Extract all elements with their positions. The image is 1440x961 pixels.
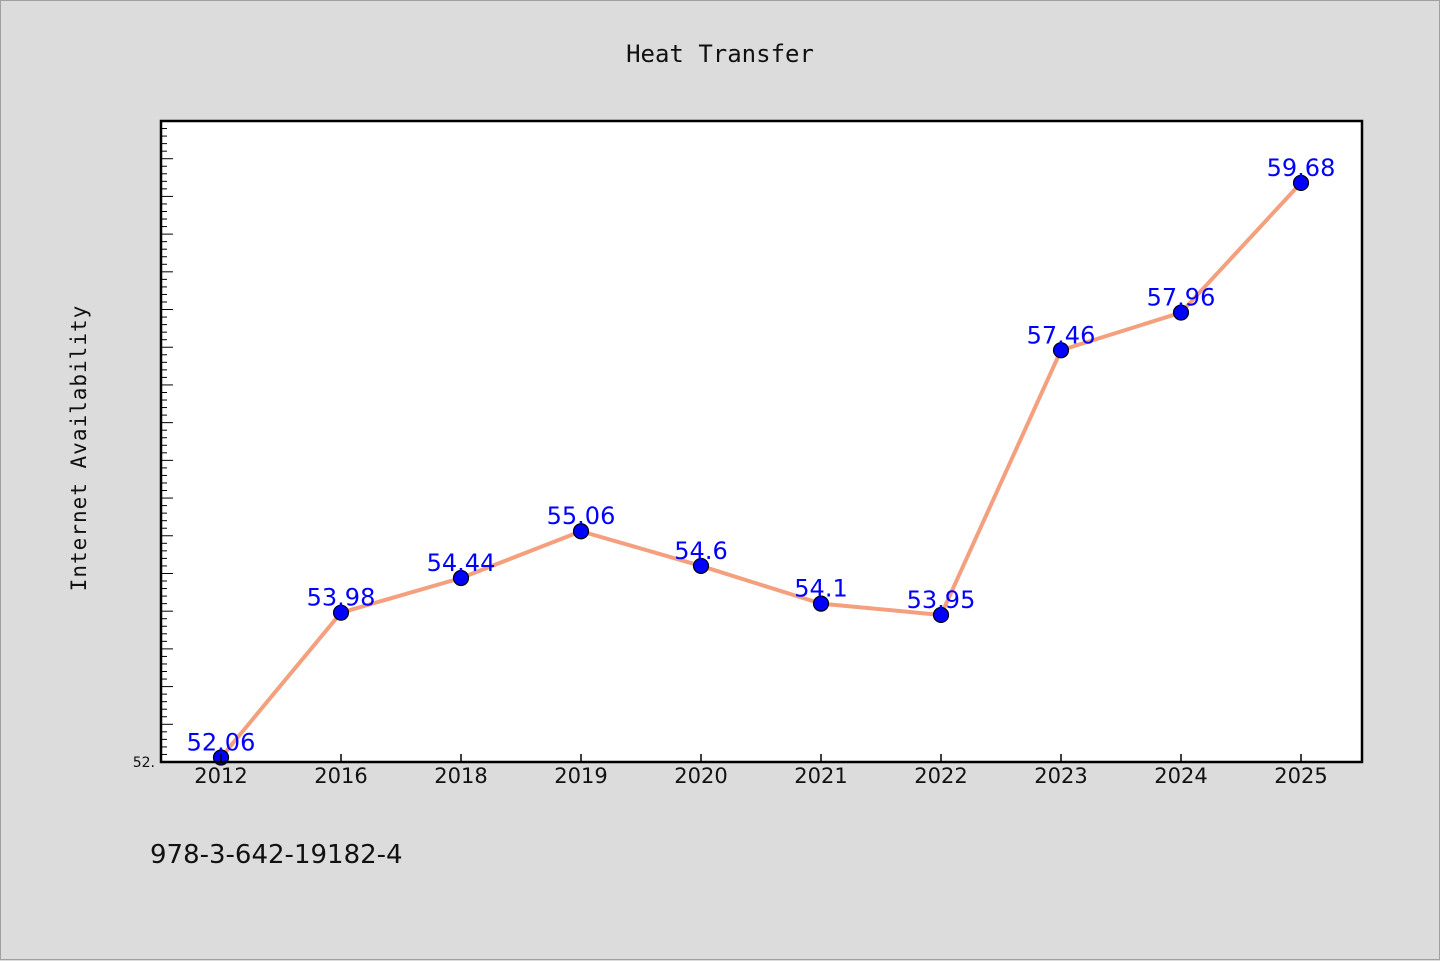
data-label: 52.06	[187, 728, 256, 756]
x-tick-label: 2020	[674, 764, 727, 788]
series-line	[219, 180, 1303, 760]
x-tick-label: 2022	[914, 764, 967, 788]
data-label: 53.95	[907, 586, 976, 614]
data-point	[1052, 342, 1070, 359]
data-label: 54.44	[427, 549, 496, 577]
data-label: 55.06	[547, 502, 616, 530]
data-label: 54.6	[674, 537, 727, 565]
x-tick-label: 2012	[194, 764, 247, 788]
data-point	[332, 604, 350, 621]
data-markers	[212, 174, 1310, 766]
data-point	[1172, 304, 1190, 321]
data-label: 59.68	[1267, 154, 1336, 182]
plot-area	[161, 121, 1362, 762]
data-label: 54.1	[794, 575, 847, 603]
data-label: 53.98	[307, 584, 376, 612]
x-axis-tick-labels: 2012 2016 2018 2019 2020 2021 2022 2023 2024 2025	[194, 764, 1327, 788]
x-tick-label: 2018	[434, 764, 487, 788]
data-point	[572, 523, 590, 540]
chart-title: Heat Transfer	[626, 40, 814, 68]
x-tick-label: 2023	[1034, 764, 1087, 788]
x-tick-label: 2016	[314, 764, 367, 788]
data-label: 57.46	[1027, 321, 1096, 349]
data-labels: 52.06 53.98 54.44 55.06 54.6 54.1 53.95 57.46 57…	[187, 154, 1336, 757]
isbn-code: 978-3-642-19182-4	[150, 840, 403, 870]
plot-border	[159, 119, 1364, 764]
y-axis-label: Internet Availability	[67, 305, 91, 592]
x-tick-label: 2025	[1274, 764, 1327, 788]
x-tick-label: 2019	[554, 764, 607, 788]
data-point	[692, 557, 710, 575]
x-axis-ticks	[220, 754, 1302, 762]
data-point	[452, 569, 470, 587]
y-tick-label: 52.	[133, 755, 155, 771]
x-tick-label: 2021	[794, 764, 847, 788]
data-point	[1292, 174, 1310, 191]
x-tick-label: 2024	[1154, 764, 1207, 788]
data-point	[932, 606, 950, 624]
data-label: 57.96	[1147, 284, 1216, 312]
data-point	[812, 595, 830, 612]
